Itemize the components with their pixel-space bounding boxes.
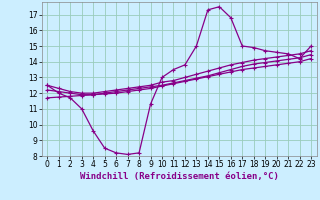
X-axis label: Windchill (Refroidissement éolien,°C): Windchill (Refroidissement éolien,°C) (80, 172, 279, 181)
